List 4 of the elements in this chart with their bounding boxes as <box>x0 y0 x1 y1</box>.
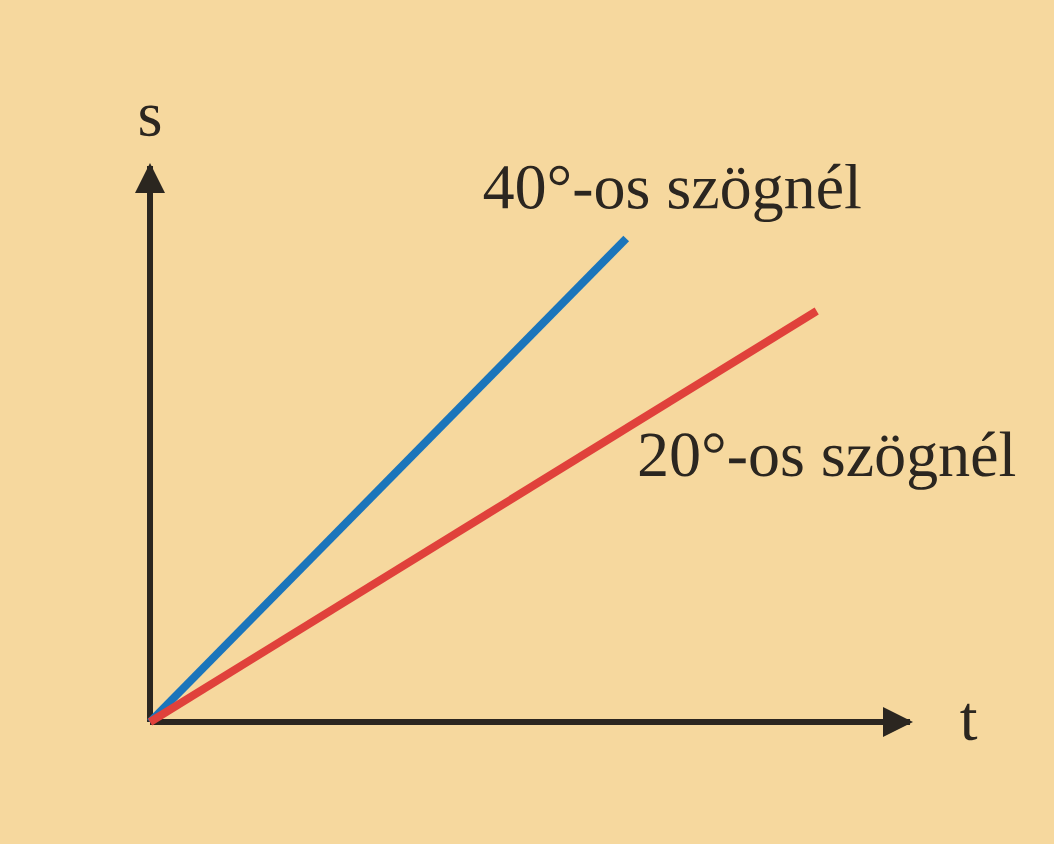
series-label: 20°-os szögnél <box>639 431 1016 490</box>
series-label: 40°-os szögnél <box>483 163 861 223</box>
y-axis-title: s <box>140 105 161 137</box>
x-axis-title: t <box>960 703 978 741</box>
